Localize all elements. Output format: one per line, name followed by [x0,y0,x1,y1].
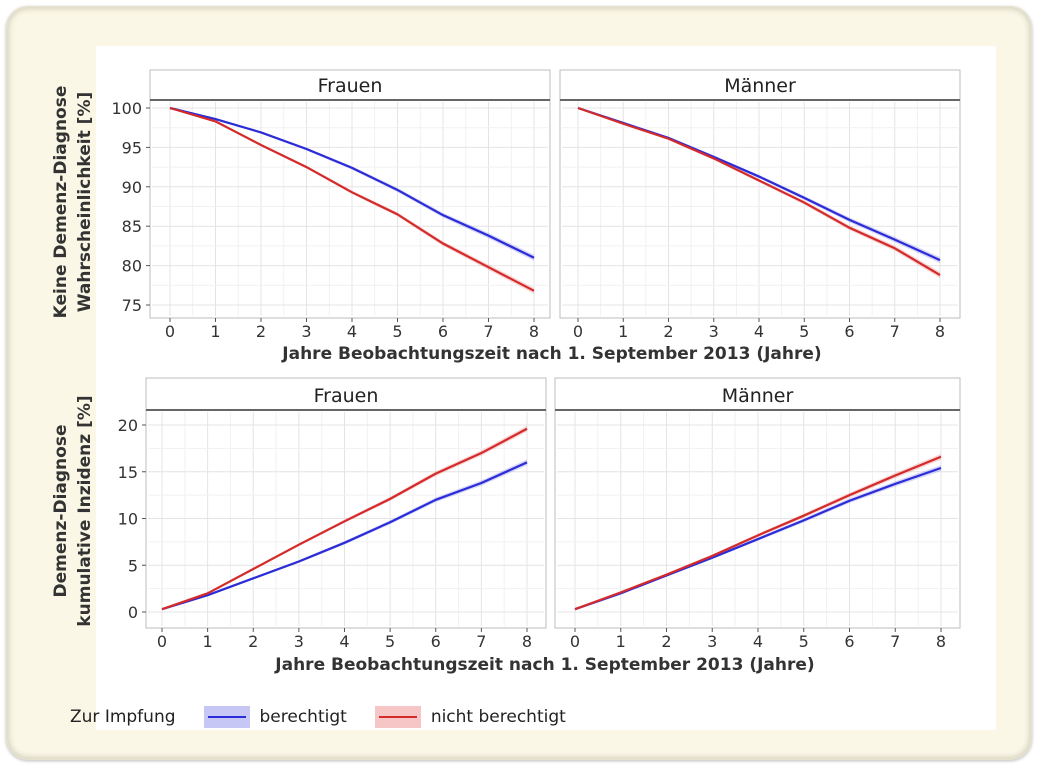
y-tick-label: 75 [122,296,142,315]
x-tick-label: 4 [753,632,763,651]
legend-title: Zur Impfung [70,707,176,727]
x-tick-label: 7 [890,322,900,341]
legend-label-nicht-berechtigt: nicht berechtigt [430,707,566,727]
x-tick-label: 1 [616,632,626,651]
x-tick-label: 6 [844,632,854,651]
chart-panel-1: Frauen 0 1 2 3 4 5 6 7 8 75 80 85 90 95 100 Keine Demenz… [51,69,551,341]
y-axis-label-line-1: Keine Demenz-Diagnose [51,86,71,319]
series-line-nicht-berechtigt [169,106,535,292]
y-tick-label: 95 [122,138,142,157]
y-axis-label-line-1: Demenz-Diagnose [51,425,71,598]
series-line-nicht-berechtigt [574,455,942,611]
y-tick-label: 15 [118,463,138,482]
legend-swatch-berechtigt [203,706,250,728]
x-tick-label: 2 [663,322,673,341]
y-axis-label-line-2: Wahrscheinlichkeit [%] [75,92,95,313]
y-tick-label: 20 [118,416,138,435]
x-axis-label-top: Jahre Beobachtungszeit nach 1. September… [281,344,821,364]
x-tick-label: 6 [844,322,854,341]
legend-item-berechtigt: berechtigt [203,706,347,728]
x-tick-label: 5 [385,632,395,651]
x-tick-label: 0 [157,632,167,651]
x-tick-label: 8 [935,322,945,341]
x-tick-label: 0 [165,322,175,341]
strip-label: Frauen [318,75,383,97]
chart-panel-2: Männer 0 1 2 3 4 5 6 7 8 [559,69,961,341]
panel-border [559,69,961,319]
x-tick-label: 2 [661,632,671,651]
x-tick-label: 2 [256,322,266,341]
x-tick-label: 4 [754,322,764,341]
x-tick-label: 8 [936,632,946,651]
x-tick-label: 5 [799,322,809,341]
y-tick-label: 80 [122,257,142,276]
legend-swatch-nicht-berechtigt [374,706,421,728]
y-tick-label: 100 [111,99,142,118]
x-tick-label: 3 [301,322,311,341]
legend-label-berechtigt: berechtigt [259,707,347,727]
x-tick-label: 1 [210,322,220,341]
x-tick-label: 6 [431,632,441,651]
y-tick-label: 90 [122,178,142,197]
series-line-berechtigt [169,106,535,259]
x-tick-label: 1 [618,322,628,341]
strip-label: Männer [722,385,794,407]
panel-border [145,377,547,629]
legend-item-nicht-berechtigt: nicht berechtigt [374,706,566,728]
y-tick-label: 85 [122,217,142,236]
y-tick-label: 10 [118,510,138,529]
x-tick-label: 1 [203,632,213,651]
strip-label: Männer [724,75,796,97]
y-tick-label: 5 [128,556,138,575]
x-tick-label: 0 [570,632,580,651]
x-tick-label: 0 [573,322,583,341]
panel-border [149,69,551,319]
x-tick-label: 7 [476,632,486,651]
x-tick-label: 5 [799,632,809,651]
y-tick-label: 0 [128,603,138,622]
legend: Zur Impfung berechtigt nicht berechtigt [70,704,566,730]
x-tick-label: 4 [339,632,349,651]
series-line-berechtigt [161,461,528,611]
x-tick-label: 8 [529,322,539,341]
x-axis-label-bottom: Jahre Beobachtungszeit nach 1. September… [274,655,814,675]
series-line-nicht-berechtigt [161,427,528,611]
series-line-nicht-berechtigt [577,106,941,277]
x-tick-label: 3 [294,632,304,651]
x-tick-label: 3 [709,322,719,341]
x-tick-label: 2 [248,632,258,651]
x-tick-label: 5 [392,322,402,341]
x-tick-label: 4 [347,322,357,341]
x-tick-label: 7 [890,632,900,651]
chart-panel-4: Männer 0 1 2 3 4 5 6 7 8 [554,377,961,651]
x-tick-label: 7 [483,322,493,341]
chart-panel-3: Frauen 0 1 2 3 4 5 6 7 8 0 5 10 15 20 Demenz-Diagnose ku… [51,377,547,651]
band-nicht-berechtigt [575,453,941,610]
x-tick-label: 6 [438,322,448,341]
band-nicht-berechtigt [162,425,527,610]
x-tick-label: 8 [522,632,532,651]
x-tick-label: 3 [707,632,717,651]
y-axis-label-line-2: kumulative Inzidenz [%] [75,395,95,626]
strip-label: Frauen [314,385,379,407]
